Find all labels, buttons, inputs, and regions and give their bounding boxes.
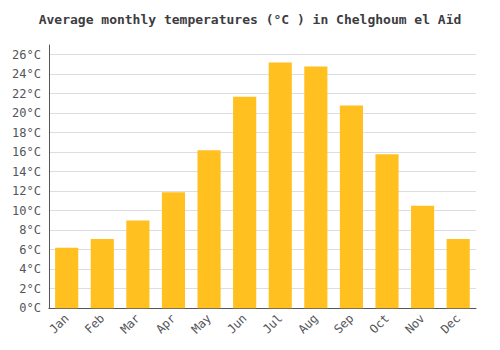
svg-text:18°C: 18°C <box>12 126 41 140</box>
svg-text:Jun: Jun <box>224 311 249 336</box>
svg-text:Aug: Aug <box>296 311 321 336</box>
svg-text:Feb: Feb <box>82 311 107 336</box>
svg-text:Average monthly temperatures (: Average monthly temperatures (°C ) in Ch… <box>39 12 462 27</box>
svg-text:2°C: 2°C <box>19 282 41 296</box>
svg-text:Dec: Dec <box>438 311 463 336</box>
svg-text:14°C: 14°C <box>12 165 41 179</box>
svg-text:16°C: 16°C <box>12 145 41 159</box>
svg-text:Jul: Jul <box>260 311 285 336</box>
svg-text:4°C: 4°C <box>19 262 41 276</box>
svg-text:10°C: 10°C <box>12 204 41 218</box>
svg-text:26°C: 26°C <box>12 48 41 62</box>
svg-text:Nov: Nov <box>402 311 427 336</box>
svg-text:Jan: Jan <box>46 311 71 336</box>
svg-text:Sep: Sep <box>331 311 356 336</box>
svg-text:20°C: 20°C <box>12 106 41 120</box>
svg-text:May: May <box>189 311 214 336</box>
svg-text:Mar: Mar <box>118 311 143 336</box>
svg-text:Apr: Apr <box>153 311 178 336</box>
svg-text:0°C: 0°C <box>19 301 41 315</box>
svg-text:6°C: 6°C <box>19 243 41 257</box>
svg-text:Oct: Oct <box>367 311 392 336</box>
svg-text:22°C: 22°C <box>12 87 41 101</box>
svg-text:8°C: 8°C <box>19 223 41 237</box>
svg-text:12°C: 12°C <box>12 184 41 198</box>
svg-text:24°C: 24°C <box>12 67 41 81</box>
